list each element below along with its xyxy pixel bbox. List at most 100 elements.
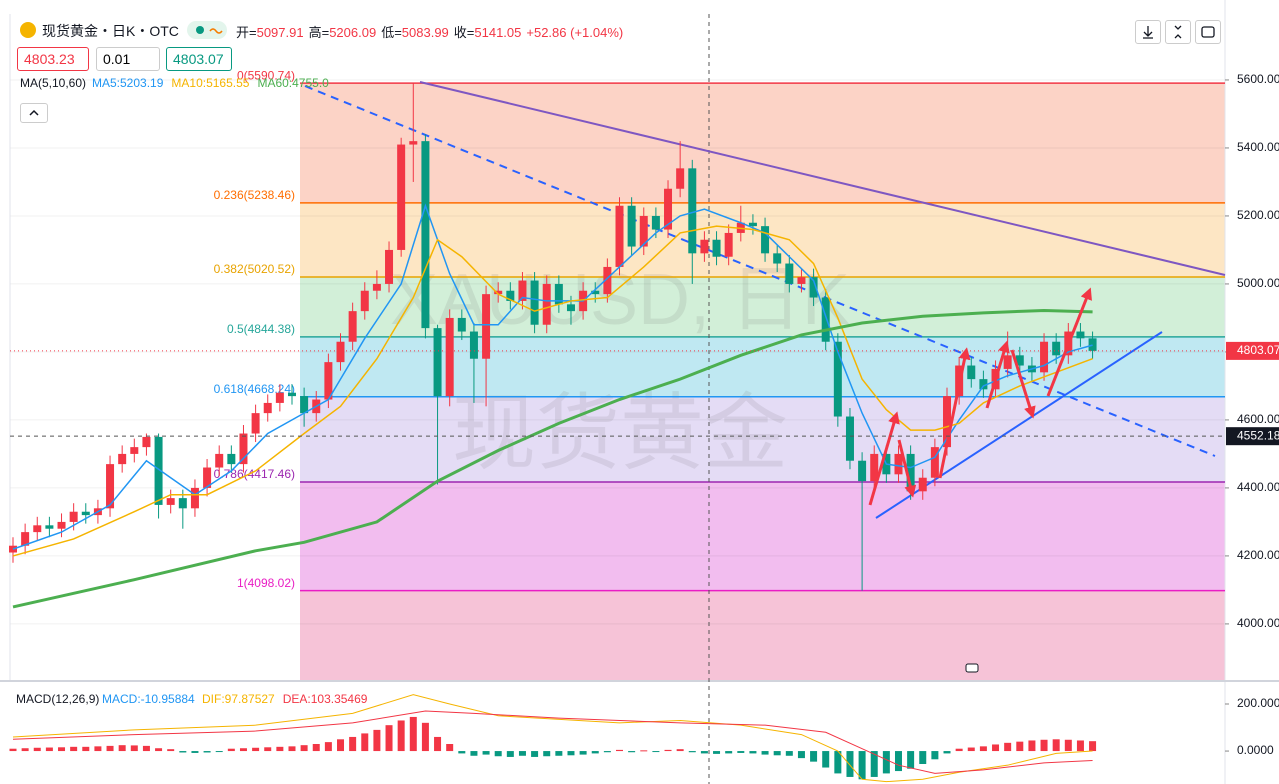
- candle-body: [554, 283, 563, 305]
- candle-body: [773, 253, 782, 264]
- macd-bar: [664, 749, 672, 752]
- candle-body: [918, 477, 927, 492]
- expand-icon: [1174, 25, 1182, 39]
- macd-bar: [713, 751, 721, 754]
- candle-body: [797, 277, 806, 284]
- macd-bar: [1040, 739, 1048, 752]
- candle-body: [530, 280, 539, 325]
- candle-body: [433, 328, 442, 397]
- ma-legend: MA5:5203.19: [92, 76, 164, 90]
- buy-price[interactable]: 4803.07: [166, 47, 232, 71]
- macd-bar: [700, 751, 708, 754]
- macd-bar: [276, 746, 284, 752]
- candle-body: [482, 294, 491, 359]
- candle-body: [45, 525, 54, 529]
- candle-body: [639, 215, 648, 247]
- candle-body: [712, 239, 721, 257]
- screenshot-button[interactable]: [1195, 20, 1221, 44]
- macd-bar: [227, 748, 235, 752]
- candle-body: [494, 290, 503, 295]
- candle-body: [858, 460, 867, 482]
- arrow-annotations: [868, 287, 1092, 506]
- arrow: [897, 439, 917, 498]
- expand-button[interactable]: [1165, 20, 1191, 44]
- candle-body: [81, 511, 90, 516]
- macd-legend: DEA:103.35469: [283, 692, 368, 706]
- candle-body: [33, 525, 42, 533]
- y-tick-label: 4600.00: [1237, 412, 1279, 426]
- macd-bar: [58, 747, 66, 752]
- collapse-button[interactable]: [20, 103, 48, 123]
- candle-body: [664, 188, 673, 230]
- ma-legend: MA60:4755.0: [257, 76, 329, 90]
- macd-bar: [810, 751, 818, 762]
- candle-body: [227, 453, 236, 465]
- macd-bar: [907, 751, 915, 769]
- macd-bar: [203, 751, 211, 753]
- candle-body: [967, 365, 976, 380]
- sell-price[interactable]: 4803.23: [17, 47, 89, 71]
- candle-body: [676, 168, 685, 189]
- macd-bar: [955, 748, 963, 752]
- macd-bar: [919, 751, 927, 764]
- quote-value: 5083.99: [401, 25, 449, 40]
- macd-bar: [846, 751, 854, 777]
- fib-band: [300, 481, 1225, 591]
- marker-icon: [965, 663, 979, 673]
- macd-bar: [70, 746, 78, 752]
- candle-body: [397, 144, 406, 250]
- download-button[interactable]: [1135, 20, 1161, 44]
- quote-label: 高=: [308, 25, 330, 40]
- macd-line: [12, 710, 1093, 774]
- fib-band: [300, 276, 1225, 337]
- candle-body: [469, 331, 478, 359]
- candle-body: [651, 215, 660, 230]
- macd-bar: [737, 751, 745, 753]
- candle-body: [1052, 341, 1061, 356]
- candle-body: [821, 297, 830, 342]
- candle-body: [275, 392, 284, 403]
- fib-band: [300, 396, 1225, 482]
- macd-bar: [312, 744, 320, 752]
- arrow: [1010, 349, 1036, 419]
- trend-line-dashed: [304, 85, 1216, 457]
- quote-value: 5141.05: [474, 25, 522, 40]
- macd-bar: [421, 722, 429, 752]
- macd-bar: [725, 751, 733, 754]
- fib-band: [300, 83, 1225, 203]
- macd-bar: [337, 739, 345, 752]
- candle-body: [506, 290, 515, 301]
- macd-bar: [555, 751, 563, 756]
- ma-line: [12, 225, 1093, 557]
- y-tick-label: 200.0000: [1237, 696, 1279, 710]
- candle-body: [1088, 338, 1097, 351]
- y-tick-label: 4000.00: [1237, 616, 1279, 630]
- candle-body: [445, 317, 454, 397]
- candle-body: [1076, 331, 1085, 339]
- watermark-name: 现货黄金: [452, 386, 788, 480]
- macd-bar: [288, 746, 296, 752]
- macd-bar: [1016, 741, 1024, 752]
- macd-bar: [979, 746, 987, 752]
- macd-bar: [106, 745, 114, 752]
- candle-body: [785, 263, 794, 284]
- macd-bar: [591, 751, 599, 754]
- macd-bar: [1004, 742, 1012, 752]
- macd-bar: [567, 751, 575, 756]
- y-tick-label: 0.0000: [1237, 743, 1274, 757]
- fib-label: 0(5590.74): [237, 68, 295, 82]
- candle-body: [603, 266, 612, 295]
- macd-bar: [603, 751, 611, 753]
- fib-band: [300, 590, 1225, 680]
- macd-bar: [33, 747, 41, 752]
- macd-bar: [761, 751, 769, 755]
- candle-body: [845, 416, 854, 461]
- ma-line: [12, 308, 1093, 609]
- macd-bar: [458, 751, 466, 754]
- candle-body: [300, 396, 309, 414]
- quantity-input[interactable]: 0.01: [96, 47, 160, 71]
- fib-label: 1(4098.02): [237, 576, 295, 590]
- candle-body: [251, 413, 260, 434]
